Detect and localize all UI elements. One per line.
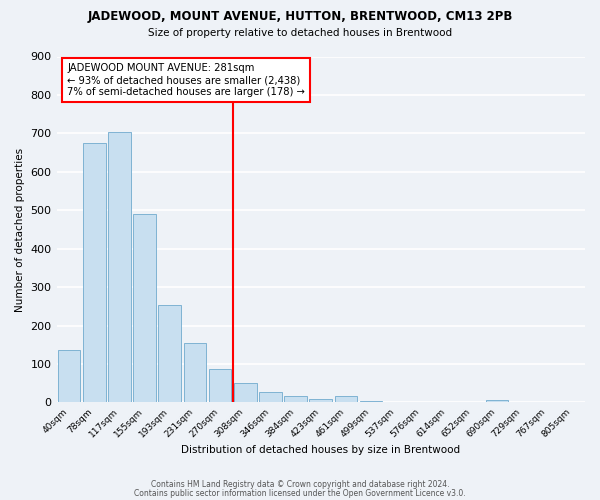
Bar xyxy=(335,396,357,402)
Bar xyxy=(58,350,80,403)
Bar xyxy=(259,392,282,402)
Bar xyxy=(310,398,332,402)
Bar xyxy=(158,305,181,402)
Bar xyxy=(360,400,382,402)
Y-axis label: Number of detached properties: Number of detached properties xyxy=(15,148,25,312)
Text: JADEWOOD, MOUNT AVENUE, HUTTON, BRENTWOOD, CM13 2PB: JADEWOOD, MOUNT AVENUE, HUTTON, BRENTWOO… xyxy=(88,10,512,23)
Bar xyxy=(234,384,257,402)
Bar xyxy=(133,214,156,402)
Bar xyxy=(284,396,307,402)
Text: Contains HM Land Registry data © Crown copyright and database right 2024.: Contains HM Land Registry data © Crown c… xyxy=(151,480,449,489)
Bar xyxy=(108,132,131,402)
Text: JADEWOOD MOUNT AVENUE: 281sqm
← 93% of detached houses are smaller (2,438)
7% of: JADEWOOD MOUNT AVENUE: 281sqm ← 93% of d… xyxy=(67,64,305,96)
Bar xyxy=(184,344,206,402)
Text: Contains public sector information licensed under the Open Government Licence v3: Contains public sector information licen… xyxy=(134,488,466,498)
Bar xyxy=(209,370,232,402)
Bar xyxy=(485,400,508,402)
Text: Size of property relative to detached houses in Brentwood: Size of property relative to detached ho… xyxy=(148,28,452,38)
X-axis label: Distribution of detached houses by size in Brentwood: Distribution of detached houses by size … xyxy=(181,445,460,455)
Bar xyxy=(83,143,106,403)
